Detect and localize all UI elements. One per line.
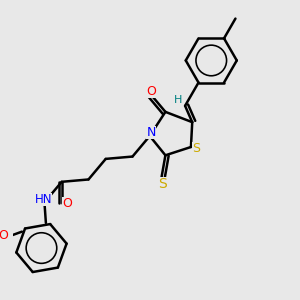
- Text: S: S: [158, 177, 167, 190]
- Text: N: N: [146, 127, 156, 140]
- Text: HN: HN: [34, 193, 52, 206]
- Text: H: H: [174, 95, 183, 105]
- Text: O: O: [146, 85, 156, 98]
- Text: S: S: [192, 142, 200, 155]
- Text: O: O: [0, 229, 8, 242]
- Text: O: O: [62, 197, 72, 210]
